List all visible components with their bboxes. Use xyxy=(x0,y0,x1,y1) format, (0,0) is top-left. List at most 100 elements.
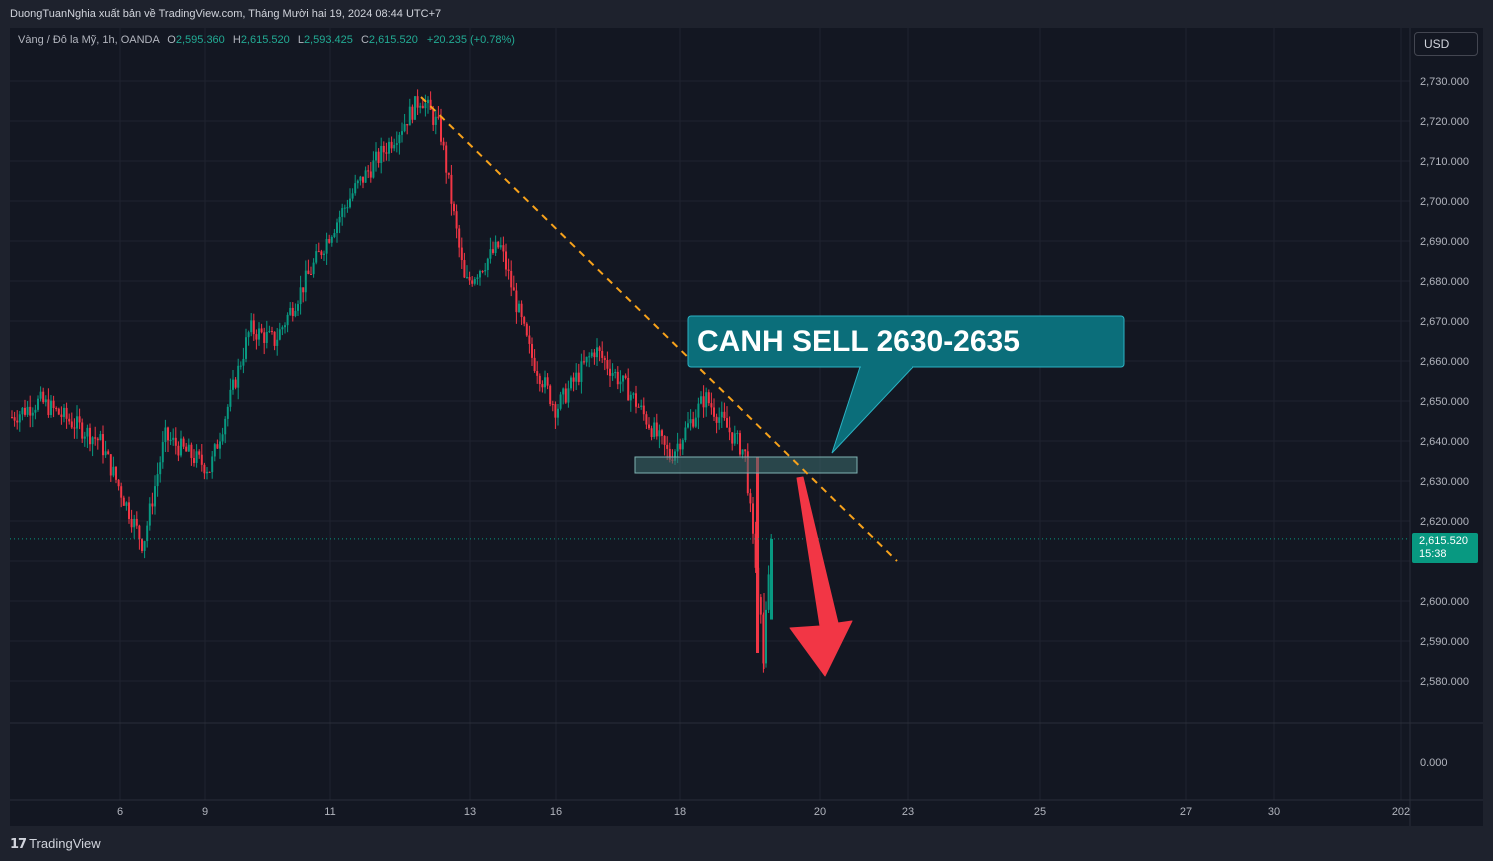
candle xyxy=(377,148,380,168)
candle-body xyxy=(486,258,489,271)
x-tick-label: 16 xyxy=(550,806,562,818)
tradingview-logo[interactable]: 𝟭𝟳 TradingView xyxy=(10,835,101,853)
candle xyxy=(562,387,565,405)
sell-callout: CANH SELL 2630-2635 xyxy=(687,315,1125,454)
candle-body xyxy=(531,343,533,358)
candle xyxy=(102,425,104,464)
symbol-legend[interactable]: Vàng / Đô la Mỹ, 1h, OANDA O2,595.360 H2… xyxy=(18,34,515,46)
candle-body xyxy=(180,438,182,456)
candle-body xyxy=(536,371,539,376)
candle xyxy=(369,162,372,183)
currency-button[interactable]: USD xyxy=(1414,32,1478,56)
candle xyxy=(450,164,453,216)
candle-body xyxy=(770,538,773,620)
candle xyxy=(172,428,175,446)
candle-body xyxy=(689,419,692,424)
candle xyxy=(161,431,164,469)
candle-body xyxy=(666,444,669,449)
candle-body xyxy=(502,245,505,252)
down-arrow xyxy=(789,476,853,677)
candle-body xyxy=(497,241,500,248)
legend-symbol: Vàng / Đô la Mỹ, 1h, OANDA xyxy=(18,34,160,46)
candle-body xyxy=(161,442,164,463)
candle-body xyxy=(546,377,549,386)
candle xyxy=(128,496,130,524)
candle xyxy=(325,232,328,265)
y-tick-label: 2,590.000 xyxy=(1420,636,1469,648)
candle-body xyxy=(206,471,208,474)
candle-body xyxy=(637,406,640,408)
candle xyxy=(419,102,422,114)
candle xyxy=(702,385,705,418)
candle xyxy=(310,266,312,276)
candle-body xyxy=(55,408,58,410)
candle xyxy=(502,236,505,262)
y-tick-label: 2,710.000 xyxy=(1420,156,1469,168)
candle-body xyxy=(44,399,47,403)
candle xyxy=(440,108,442,146)
candle-body xyxy=(271,331,273,333)
candle xyxy=(507,258,510,280)
candle xyxy=(89,423,91,452)
candle-body xyxy=(554,404,557,418)
candle-body xyxy=(315,251,318,263)
candle-body xyxy=(479,271,481,278)
candle xyxy=(427,96,429,114)
candle xyxy=(91,436,94,457)
candle-body xyxy=(736,433,739,435)
last-price-label: 2,615.520 15:38 xyxy=(1412,533,1478,563)
callout-text: CANH SELL 2630-2635 xyxy=(697,325,1020,358)
candle xyxy=(57,407,60,416)
candle xyxy=(749,488,752,513)
candle-body xyxy=(258,328,260,340)
candle-body xyxy=(81,422,84,439)
candle xyxy=(125,501,128,511)
candle-body xyxy=(382,145,385,153)
candle-body xyxy=(388,141,390,154)
candle-body xyxy=(533,357,536,372)
candle xyxy=(52,395,55,418)
candle xyxy=(499,237,502,250)
candle-body xyxy=(216,444,219,449)
callout-pointer xyxy=(831,366,915,454)
candle xyxy=(393,138,396,152)
candle xyxy=(707,389,710,406)
candle xyxy=(60,406,63,425)
legend-close-value: 2,615.520 xyxy=(368,34,418,46)
candle-body xyxy=(622,375,624,382)
candle-body xyxy=(109,454,112,476)
candle-body xyxy=(73,427,76,429)
candle xyxy=(754,521,757,573)
candle xyxy=(525,322,528,337)
candle xyxy=(416,89,419,115)
candle-body xyxy=(541,384,544,388)
candle xyxy=(512,275,515,291)
candle xyxy=(333,229,336,239)
candle-body xyxy=(697,403,700,418)
candle xyxy=(551,400,554,412)
candle-body xyxy=(130,518,133,528)
candle xyxy=(221,427,224,445)
candle xyxy=(109,453,112,482)
candle xyxy=(473,276,476,286)
candle xyxy=(159,456,162,483)
candle xyxy=(627,368,630,401)
candle-body xyxy=(250,320,253,333)
candle xyxy=(414,96,416,121)
x-tick-label: 23 xyxy=(902,806,914,818)
candle-body xyxy=(752,503,754,534)
candle-body xyxy=(247,332,250,338)
candle xyxy=(655,413,658,440)
y-tick-label: 2,620.000 xyxy=(1420,516,1469,528)
candle-body xyxy=(661,430,663,436)
candle-body xyxy=(182,438,185,447)
candle-body xyxy=(343,207,346,209)
candle xyxy=(156,462,159,497)
candle xyxy=(382,141,385,162)
candle xyxy=(242,347,245,374)
candle-body xyxy=(580,361,583,382)
candle-body xyxy=(281,327,284,330)
candle xyxy=(349,188,351,209)
candle xyxy=(421,99,424,109)
